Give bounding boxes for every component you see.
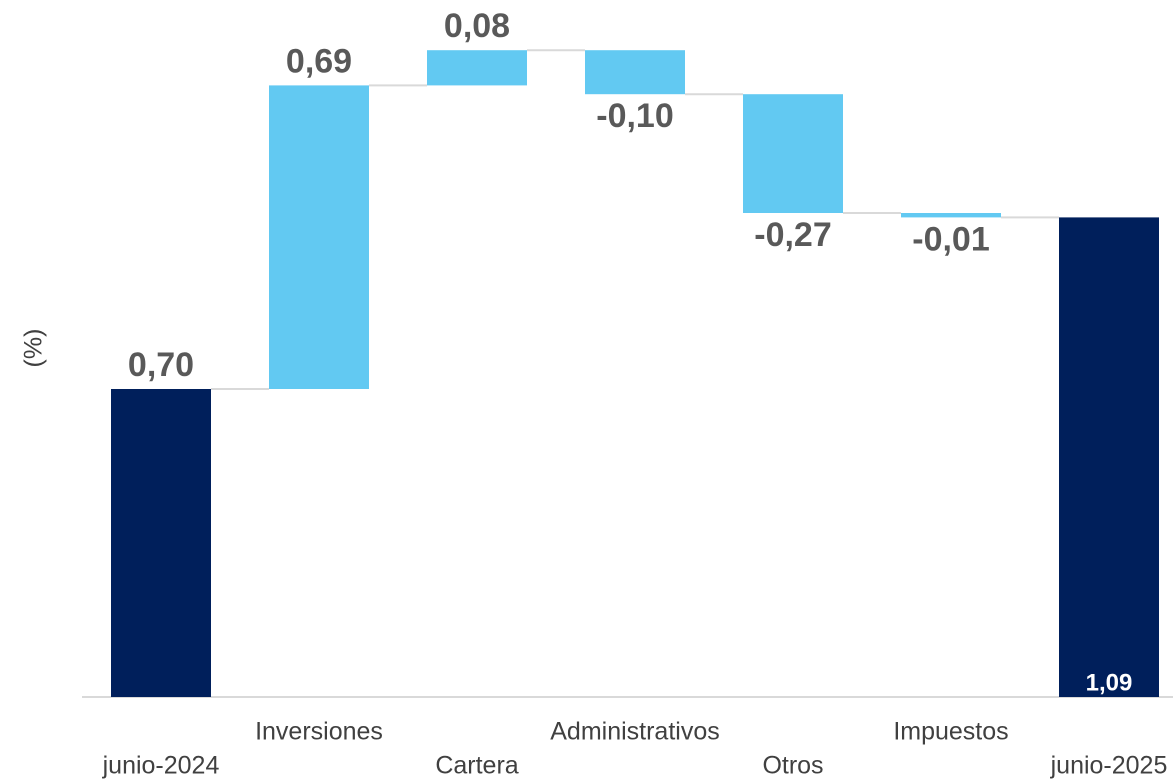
x-tick-label: junio-2025 (1050, 752, 1168, 780)
x-tick-label: Impuestos (893, 718, 1008, 746)
bar (111, 389, 211, 697)
x-tick-label: Otros (762, 752, 823, 780)
x-tick-label: Inversiones (255, 718, 383, 746)
x-tick-label: Administrativos (550, 718, 720, 746)
x-tick-label: Cartera (435, 752, 518, 780)
bar (743, 94, 843, 213)
value-label: 0,69 (286, 42, 352, 80)
bar (427, 50, 527, 86)
value-label: 1,09 (1086, 669, 1133, 696)
value-label: -0,01 (912, 220, 990, 258)
value-label: 0,70 (128, 346, 194, 384)
bar (1059, 217, 1159, 697)
value-label: -0,27 (754, 216, 832, 254)
x-tick-label: junio-2024 (102, 752, 220, 780)
value-label: -0,10 (596, 97, 674, 135)
bar (585, 50, 685, 95)
bar (269, 85, 369, 390)
y-axis-label: (%) (20, 329, 48, 368)
value-label: 0,08 (444, 7, 510, 45)
bar (901, 213, 1001, 218)
